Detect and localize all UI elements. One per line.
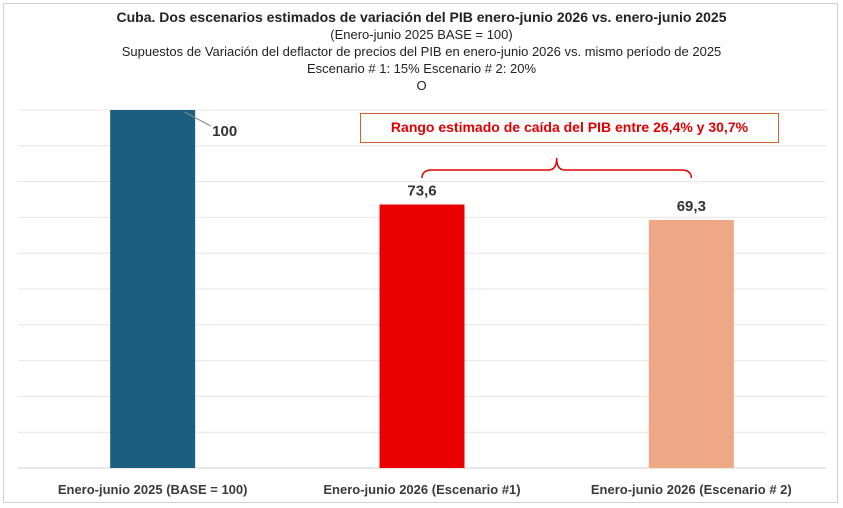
data-label-3: 69,3	[677, 198, 706, 215]
category-label-2: Enero-junio 2026 (Escenario #1)	[323, 482, 520, 497]
data-label-1: 100	[212, 123, 237, 140]
chart-title: Cuba. Dos escenarios estimados de variac…	[116, 9, 727, 25]
bar-1	[110, 110, 196, 468]
data-label-2: 73,6	[407, 183, 436, 200]
chart-subtitle-2: Supuestos de Variación del deflactor de …	[121, 44, 722, 59]
chart-subtitle-1: (Enero-junio 2025 BASE = 100)	[330, 27, 513, 42]
chart-subtitle-4: O	[416, 78, 427, 93]
range-brace	[421, 157, 693, 179]
data-label-leader	[184, 111, 211, 127]
bar-2	[379, 204, 465, 468]
title-block: Cuba. Dos escenarios estimados de variac…	[0, 8, 843, 94]
category-label-1: Enero-junio 2025 (BASE = 100)	[58, 482, 248, 497]
range-annotation: Rango estimado de caída del PIB entre 26…	[360, 113, 779, 143]
bar-3	[648, 219, 734, 468]
category-label-3: Enero-junio 2026 (Escenario # 2)	[591, 482, 792, 497]
chart-subtitle-3: Escenario # 1: 15% Escenario # 2: 20%	[306, 61, 537, 76]
